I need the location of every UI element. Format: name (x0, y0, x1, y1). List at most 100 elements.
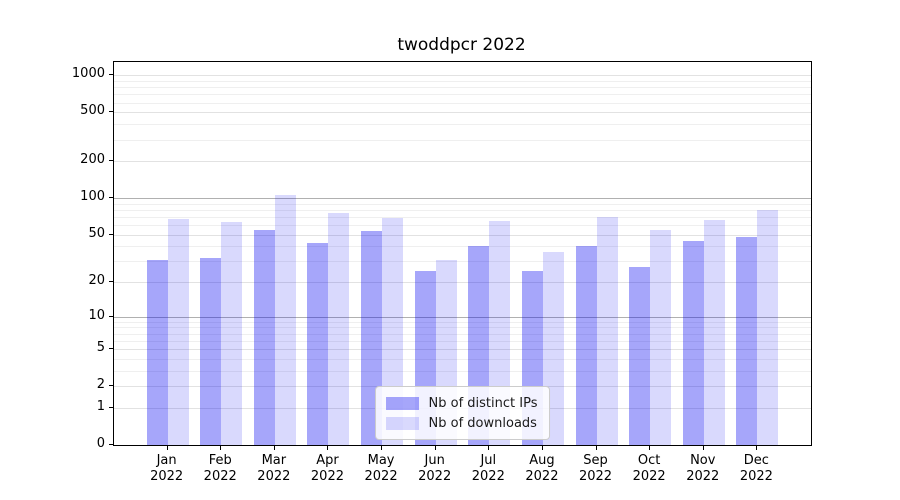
x-tick-year: 2022 (739, 469, 773, 484)
gridline-minor (114, 102, 811, 104)
y-tick-mark-1000 (109, 74, 113, 76)
y-tick-mark-2 (109, 385, 113, 387)
gridline-1000 (114, 75, 811, 77)
x-tick-label-sep: Sep 2022 (564, 453, 628, 485)
plot-area: Nb of distinct IPs Nb of downloads (113, 61, 812, 446)
gridline-minor (114, 209, 811, 211)
y-tick-mark-5 (109, 348, 113, 350)
x-tick-mark-aug (541, 446, 543, 450)
legend: Nb of distinct IPs Nb of downloads (374, 386, 551, 440)
bar-nb-of-distinct-ips-oct (629, 266, 651, 445)
x-tick-month: May (367, 453, 395, 468)
bar-nb-of-distinct-ips-mar (253, 229, 275, 445)
x-tick-mark-apr (327, 446, 329, 450)
bar-nb-of-downloads-oct (650, 229, 672, 445)
x-tick-month: Apr (316, 453, 339, 468)
bar-nb-of-downloads-jan (167, 219, 189, 445)
x-tick-label-nov: Nov 2022 (671, 453, 735, 485)
gridline-minor (114, 203, 811, 205)
y-tick-label: 5 (96, 340, 105, 356)
gridline-minor (114, 139, 811, 141)
legend-swatch-downloads (385, 416, 419, 430)
y-tick-label: 1 (96, 398, 105, 414)
bar-nb-of-distinct-ips-jan (146, 259, 168, 445)
gridline-minor (114, 246, 811, 248)
x-tick-mark-may (381, 446, 383, 450)
y-tick-label: 100 (80, 189, 105, 205)
legend-item-distinct-ips: Nb of distinct IPs (385, 393, 538, 413)
x-tick-month: Mar (261, 453, 287, 468)
x-tick-month: Oct (637, 453, 661, 468)
x-tick-year: 2022 (686, 469, 720, 484)
gridline-200 (114, 161, 811, 163)
x-tick-label-apr: Apr 2022 (295, 453, 359, 485)
bar-nb-of-distinct-ips-apr (307, 242, 329, 445)
gridline-5 (114, 349, 811, 351)
y-tick-mark-50 (109, 233, 113, 235)
gridline-minor (114, 80, 811, 82)
gridline-minor (114, 225, 811, 227)
bar-nb-of-distinct-ips-dec (736, 236, 758, 445)
legend-label-distinct-ips: Nb of distinct IPs (428, 395, 538, 411)
x-tick-year: 2022 (364, 469, 398, 484)
gridline-minor (114, 94, 811, 96)
x-tick-label-may: May 2022 (349, 453, 413, 485)
gridline-minor (114, 340, 811, 342)
x-tick-month: Sep (583, 453, 608, 468)
gridline-100 (114, 198, 811, 200)
x-tick-year: 2022 (418, 469, 452, 484)
gridline-50 (114, 234, 811, 236)
x-tick-month: Dec (743, 453, 769, 468)
y-tick-mark-1 (109, 406, 113, 408)
legend-swatch-distinct-ips (385, 396, 419, 410)
x-tick-year: 2022 (525, 469, 559, 484)
y-tick-mark-100 (109, 197, 113, 199)
gridline-minor (114, 333, 811, 335)
bar-nb-of-distinct-ips-feb (200, 257, 222, 445)
x-tick-label-aug: Aug 2022 (510, 453, 574, 485)
y-tick-mark-500 (109, 111, 113, 113)
x-tick-mark-mar (273, 446, 275, 450)
x-tick-month: Aug (529, 453, 555, 468)
y-tick-label: 1000 (71, 66, 105, 82)
gridline-10 (114, 316, 811, 318)
y-tick-label: 20 (88, 273, 105, 289)
x-tick-year: 2022 (310, 469, 344, 484)
y-tick-label: 50 (88, 225, 105, 241)
bar-nb-of-distinct-ips-sep (575, 246, 597, 445)
x-tick-mark-feb (220, 446, 222, 450)
x-tick-month: Jul (480, 453, 497, 468)
x-tick-label-dec: Dec 2022 (724, 453, 788, 485)
x-tick-month: Jun (424, 453, 445, 468)
gridline-20 (114, 282, 811, 284)
legend-label-downloads: Nb of downloads (428, 415, 537, 431)
chart-title: twoddpcr 2022 (397, 35, 526, 55)
gridline-minor (114, 261, 811, 263)
gridline-500 (114, 112, 811, 114)
x-tick-month: Nov (690, 453, 716, 468)
x-tick-label-jul: Jul 2022 (456, 453, 520, 485)
bar-nb-of-distinct-ips-nov (682, 241, 704, 445)
gridline-minor (114, 370, 811, 372)
x-tick-label-oct: Oct 2022 (617, 453, 681, 485)
y-tick-label: 0 (96, 436, 105, 451)
x-tick-year: 2022 (203, 469, 237, 484)
x-tick-label-jun: Jun 2022 (403, 453, 467, 485)
x-tick-mark-dec (756, 446, 758, 450)
y-tick-mark-20 (109, 281, 113, 283)
y-tick-label: 2 (96, 377, 105, 393)
x-tick-label-jan: Jan 2022 (135, 453, 199, 485)
x-tick-year: 2022 (632, 469, 666, 484)
x-tick-mark-jun (434, 446, 436, 450)
x-tick-year: 2022 (471, 469, 505, 484)
gridline-minor (114, 321, 811, 323)
x-tick-month: Feb (208, 453, 232, 468)
x-tick-mark-sep (595, 446, 597, 450)
bar-nb-of-downloads-mar (274, 195, 296, 445)
gridline-minor (114, 327, 811, 329)
gridline-minor (114, 216, 811, 218)
x-tick-mark-oct (649, 446, 651, 450)
legend-item-downloads: Nb of downloads (385, 413, 538, 433)
x-tick-label-feb: Feb 2022 (188, 453, 252, 485)
